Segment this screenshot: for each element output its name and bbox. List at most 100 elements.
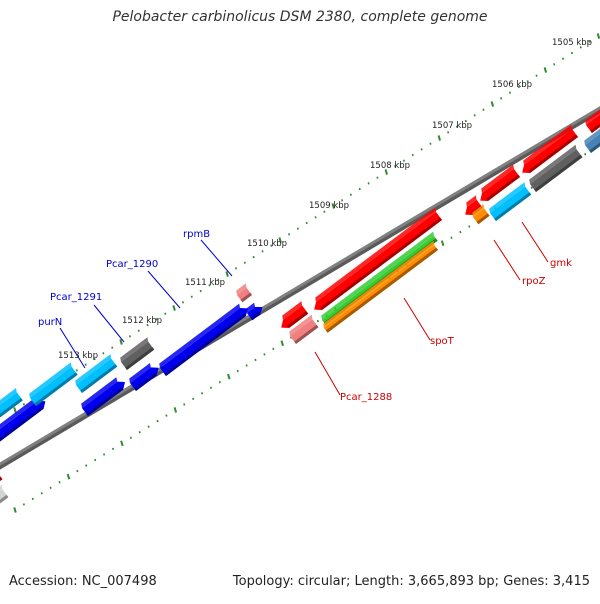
ruler-tick xyxy=(165,414,168,417)
ruler-tick xyxy=(111,447,115,451)
ruler-tick xyxy=(596,33,600,39)
gene-label-Pcar_1288: Pcar_1288 xyxy=(340,392,392,403)
ruler-tick xyxy=(164,312,167,315)
ruler-tick xyxy=(437,135,442,141)
ruler-tick xyxy=(278,237,282,243)
ruler-tick xyxy=(394,165,397,168)
ruler-tick xyxy=(147,425,150,428)
ruler-tick xyxy=(13,407,17,413)
gene-bar-rpoZ xyxy=(472,204,490,225)
ruler-label: 1513 kbp xyxy=(58,351,98,361)
ruler-tick xyxy=(254,358,257,362)
ruler-tick xyxy=(261,250,264,253)
ruler-tick xyxy=(236,369,239,373)
gene-bar-red xyxy=(0,476,3,482)
ruler-tick xyxy=(156,419,159,423)
ruler-tick xyxy=(367,182,370,185)
ruler-tick xyxy=(22,503,25,506)
ruler-tick xyxy=(490,101,495,107)
ruler-tick xyxy=(208,284,211,287)
ruler-tick xyxy=(535,74,538,77)
ruler-tick xyxy=(331,203,335,209)
ruler-tick xyxy=(138,430,141,434)
gene-label-Pcar_1290: Pcar_1290 xyxy=(106,259,158,270)
gene-labels: purN Pcar_1291 Pcar_1290 rpmB Pcar_1288 spoT r… xyxy=(38,229,572,403)
ruler-tick xyxy=(272,347,275,351)
leader-line-Pcar_1290 xyxy=(147,270,181,309)
ruler-tick xyxy=(500,97,503,100)
ruler-tick xyxy=(146,323,149,327)
ruler-tick xyxy=(84,363,87,366)
ruler-tick xyxy=(93,357,96,361)
ruler-tick xyxy=(94,458,97,462)
ruler-tick xyxy=(464,119,467,123)
ruler-tick xyxy=(314,216,317,219)
ruler-tick xyxy=(530,186,533,189)
label-leader-lines xyxy=(59,221,549,396)
gene-bar-blue xyxy=(81,377,125,416)
ruler-tick xyxy=(111,346,114,349)
ruler-tick xyxy=(263,353,266,356)
gene-bar-lightgray xyxy=(0,484,9,504)
ruler-tick xyxy=(543,67,548,73)
gene-bar-Pcar_1290 xyxy=(159,303,248,376)
ruler-tick xyxy=(137,329,140,332)
genome-stats: Topology: circular; Length: 3,665,893 bp… xyxy=(233,574,590,589)
ruler-tick xyxy=(76,469,79,473)
leader-line-Pcar_1291 xyxy=(93,304,125,343)
ruler-tick xyxy=(234,267,238,270)
gene-bar-rpmB xyxy=(246,302,263,321)
ruler-tick xyxy=(440,240,445,247)
gene-bar-cyan xyxy=(0,388,23,418)
ruler-tick xyxy=(201,392,204,395)
ruler-tick xyxy=(468,225,471,228)
ruler-tick xyxy=(517,85,520,89)
leader-line-rpmB xyxy=(200,239,233,277)
gene-bar-green xyxy=(321,231,438,325)
gene-bar-red xyxy=(522,124,578,173)
ruler-tick xyxy=(562,57,565,60)
ruler-tick xyxy=(225,271,229,277)
gene-bar-orange xyxy=(323,240,438,333)
ruler-tick xyxy=(102,352,105,355)
leader-line-spoT xyxy=(403,297,431,341)
leader-line-gmk xyxy=(521,221,549,263)
ruler-tick xyxy=(429,142,432,145)
ruler-label: 1507 kbp xyxy=(432,121,472,131)
ruler-tick xyxy=(376,176,379,179)
ruler-tick xyxy=(129,436,132,439)
ruler-tick xyxy=(384,169,388,175)
ruler-tick xyxy=(455,125,459,128)
backbone-line xyxy=(0,106,600,466)
ruler-labels: 1505 kbp 1506 kbp 1507 kbp 1508 kbp 1509 kbp… xyxy=(58,38,592,361)
ruler-label: 1508 kbp xyxy=(370,161,410,171)
ruler-tick xyxy=(584,153,587,156)
ruler-tick xyxy=(173,407,178,413)
ruler-tick xyxy=(482,108,485,111)
ruler-tick xyxy=(192,397,195,401)
ruler-tick xyxy=(40,492,43,495)
ruler-tick xyxy=(570,51,573,55)
gene-label-purN: purN xyxy=(38,317,62,328)
outer-tick-track xyxy=(13,33,600,413)
ruler-label: 1512 kbp xyxy=(122,316,162,326)
ruler-label: 1510 kbp xyxy=(247,239,287,249)
ruler-tick xyxy=(349,193,352,196)
ruler-tick xyxy=(252,255,255,259)
ruler-tick xyxy=(31,497,34,501)
ruler-tick xyxy=(13,507,17,513)
ruler-tick xyxy=(305,221,308,225)
ruler-tick xyxy=(181,301,185,304)
ruler-tick xyxy=(199,289,202,293)
gene-bar-pink xyxy=(236,283,252,303)
gene-label-rpmB: rpmB xyxy=(183,229,210,240)
ruler-tick xyxy=(209,386,213,389)
genes-count-text: Genes: 3,415 xyxy=(503,574,590,589)
leader-line-purN xyxy=(59,327,86,369)
ruler-label: 1509 kbp xyxy=(309,201,349,211)
length-text: Length: 3,665,893 bp; xyxy=(354,574,500,589)
ruler-tick xyxy=(588,40,591,43)
gene-bar-cyan xyxy=(489,182,532,221)
